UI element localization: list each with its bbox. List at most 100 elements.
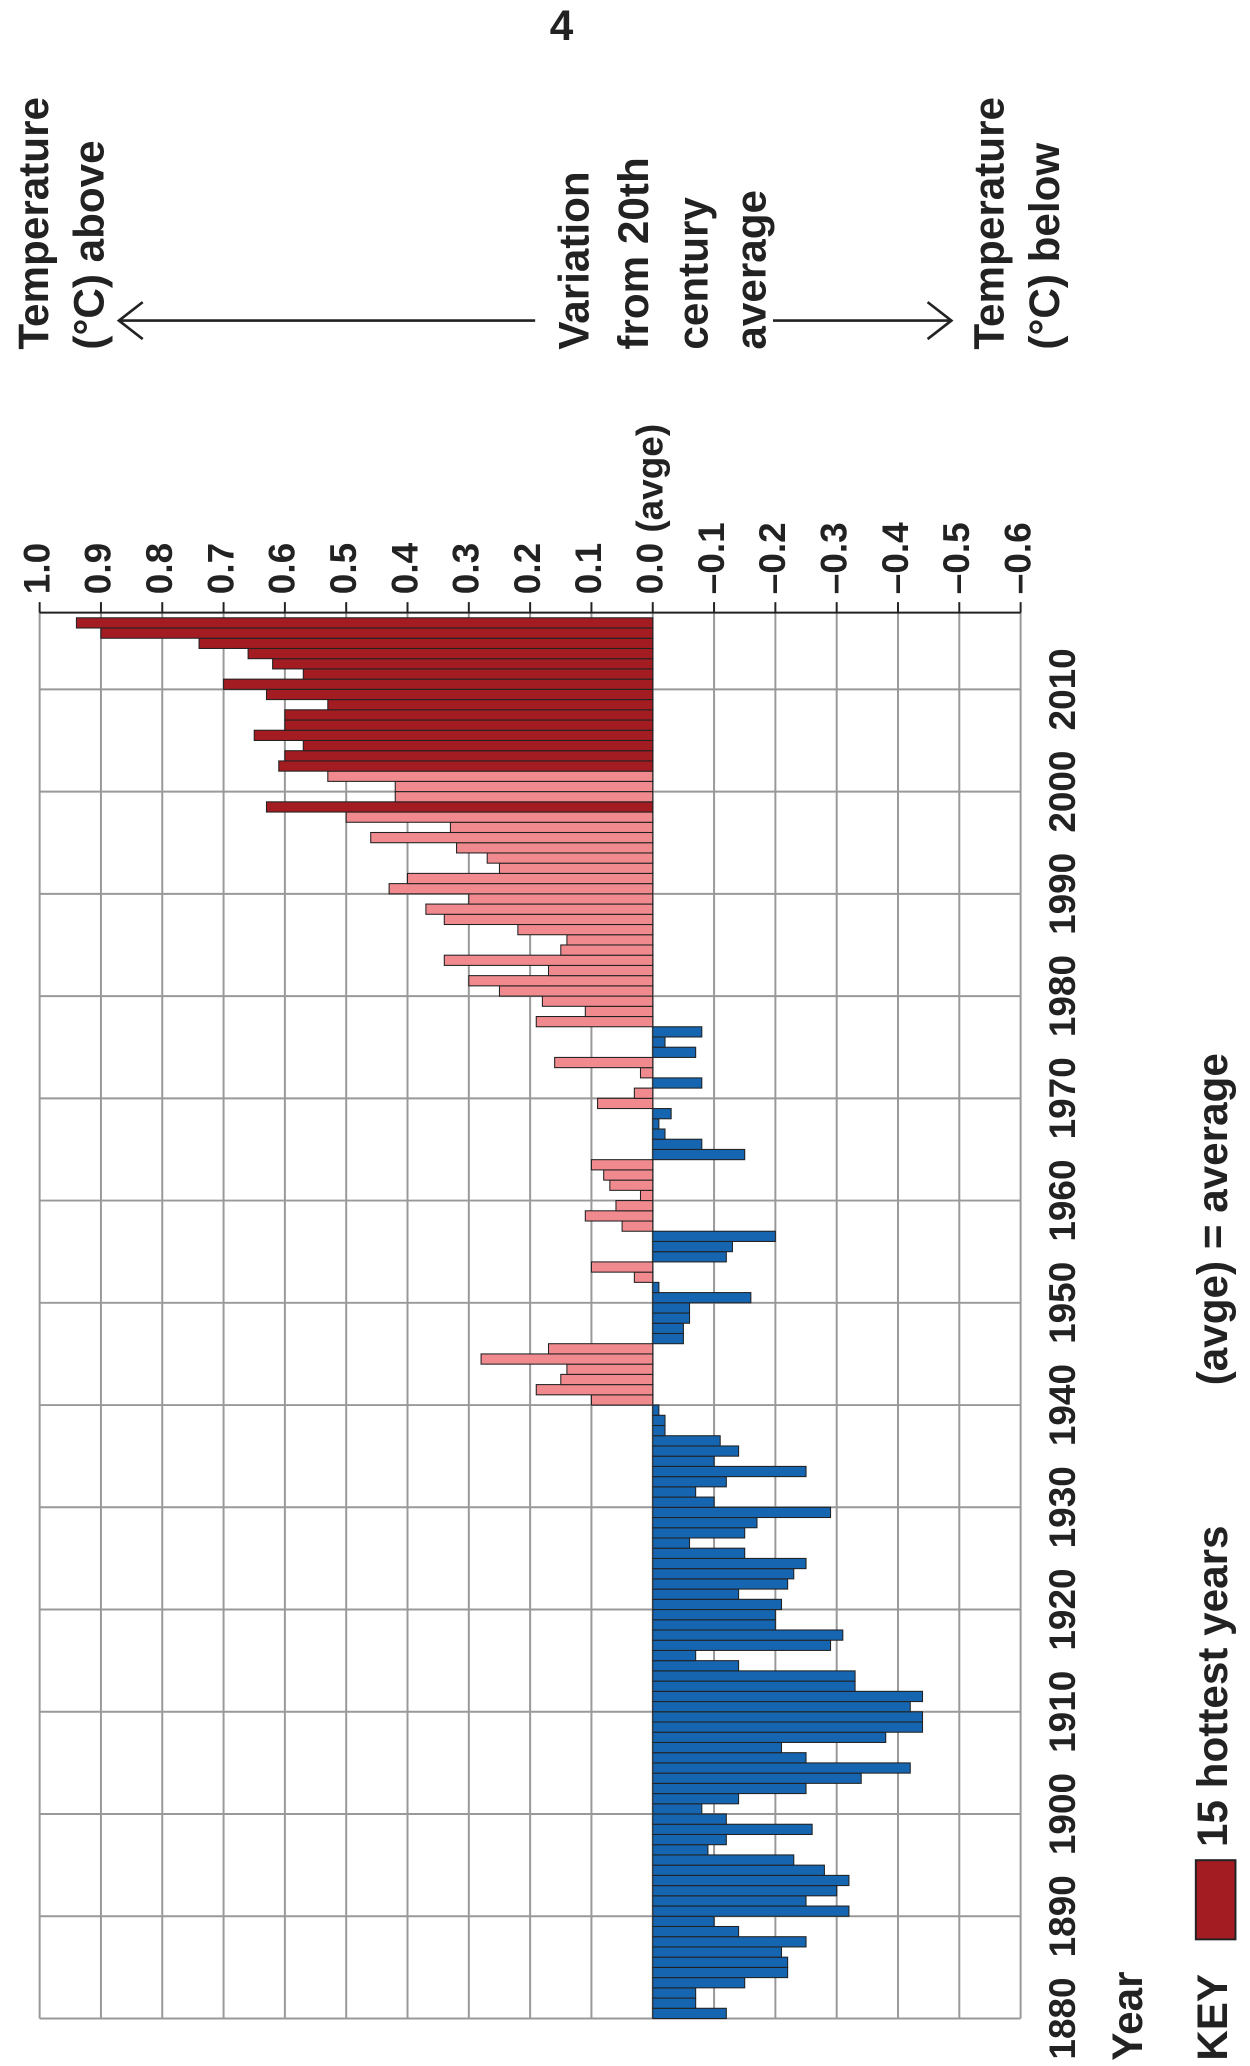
y-tick-label: –0.6 — [997, 522, 1038, 594]
page-number: 4 — [550, 2, 574, 49]
bar — [652, 1404, 660, 1416]
bar — [100, 627, 654, 639]
bar — [652, 1609, 776, 1621]
x-tick-label: 1980 — [1042, 955, 1083, 1037]
bar — [639, 1189, 654, 1202]
bar — [394, 791, 654, 803]
bar — [590, 1261, 654, 1273]
bar — [449, 821, 654, 834]
bar — [652, 1486, 697, 1498]
bar — [302, 739, 654, 752]
x-tick-label: 1970 — [1042, 1057, 1083, 1139]
bar — [652, 1864, 825, 1876]
bar — [652, 1680, 856, 1692]
bar — [272, 658, 654, 670]
bar — [633, 1271, 654, 1283]
bar — [554, 1056, 654, 1069]
bar — [652, 1752, 807, 1764]
bar — [652, 1588, 740, 1600]
annotation: average — [728, 190, 775, 350]
annotation: Temperature — [10, 97, 57, 350]
bar — [652, 2007, 727, 2020]
y-tick-label: 0.9 — [78, 543, 119, 594]
bar — [652, 1046, 697, 1058]
bar — [652, 1956, 789, 1968]
x-tick-label: 1910 — [1042, 1671, 1083, 1753]
bar — [406, 872, 654, 885]
bar — [278, 760, 654, 772]
y-tick-label: –0.5 — [936, 522, 977, 594]
bar — [652, 1874, 850, 1887]
y-tick-label: 0.8 — [139, 543, 180, 594]
bar — [652, 1138, 703, 1150]
bar — [652, 1516, 758, 1529]
annotation: century — [669, 197, 716, 350]
bar — [652, 1128, 666, 1140]
bar — [652, 1885, 838, 1897]
bar — [652, 1506, 832, 1519]
arrow-head — [926, 301, 954, 341]
bar — [517, 923, 654, 936]
bar — [652, 1925, 740, 1938]
bar — [652, 1148, 746, 1161]
bar — [247, 647, 654, 660]
bar — [652, 1977, 746, 1989]
bar — [652, 1741, 783, 1754]
bar — [652, 1833, 727, 1846]
y-tick-label: 0.1 — [568, 543, 609, 594]
bar — [652, 1302, 691, 1314]
bar — [198, 637, 654, 649]
bar — [652, 1465, 807, 1478]
x-tick-label: 1890 — [1042, 1875, 1083, 1957]
bar — [652, 1649, 697, 1662]
bar — [652, 1230, 776, 1242]
bar — [652, 1527, 746, 1539]
bar — [327, 770, 654, 782]
bar — [609, 1179, 654, 1191]
y-tick-label: –0.3 — [813, 522, 854, 594]
bar — [652, 1445, 740, 1457]
bar — [603, 1169, 654, 1181]
bar — [284, 750, 654, 762]
bar — [652, 1772, 862, 1784]
bar — [468, 975, 654, 987]
legend-title: KEY — [1189, 1974, 1236, 2061]
bar — [615, 1200, 654, 1212]
bar — [652, 1036, 666, 1048]
bar — [652, 1547, 746, 1559]
annotation: from 20th — [610, 157, 657, 349]
bar — [652, 1578, 789, 1590]
bar — [498, 985, 654, 997]
bar — [652, 1701, 911, 1713]
bar — [547, 1343, 654, 1355]
bar — [560, 944, 654, 956]
bar — [223, 678, 654, 690]
bar — [652, 1966, 789, 1979]
bar — [652, 1629, 844, 1641]
bar — [652, 1997, 697, 2009]
bar — [652, 1987, 697, 1999]
x-tick-label: 1880 — [1042, 1977, 1083, 2059]
bar — [498, 862, 654, 874]
y-tick-label: 1.0 — [16, 543, 57, 594]
bar — [652, 1660, 740, 1672]
bar — [652, 1292, 752, 1304]
bar — [633, 1087, 654, 1099]
bar — [652, 1905, 850, 1917]
bar — [652, 1568, 795, 1580]
legend-note: (avge) = average — [1189, 1053, 1236, 1385]
bar — [443, 913, 654, 926]
bar — [265, 801, 654, 813]
x-tick-label: 1940 — [1042, 1364, 1083, 1446]
y-tick-label: 0.5 — [323, 543, 364, 594]
bar — [652, 1793, 740, 1805]
bar — [652, 1240, 733, 1253]
rotated-chart: 1880 1890 1900 1910 1920 1930 1940 1950 1960 1970… — [10, 97, 1237, 2061]
y-tick-label: –0.1 — [691, 522, 732, 594]
bar — [597, 1097, 654, 1110]
annotation: (°C) above — [66, 140, 113, 349]
annotation: Variation — [551, 171, 598, 349]
bar — [584, 1005, 654, 1018]
bar — [590, 1159, 654, 1171]
bar — [652, 1823, 813, 1835]
